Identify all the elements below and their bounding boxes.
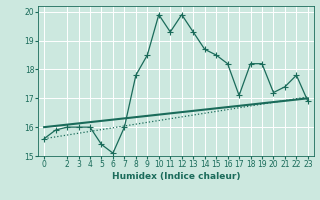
X-axis label: Humidex (Indice chaleur): Humidex (Indice chaleur) — [112, 172, 240, 181]
